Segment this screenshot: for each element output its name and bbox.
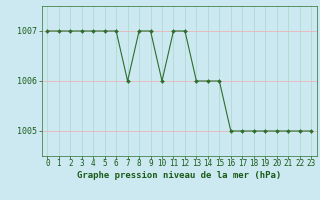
X-axis label: Graphe pression niveau de la mer (hPa): Graphe pression niveau de la mer (hPa) [77,171,281,180]
